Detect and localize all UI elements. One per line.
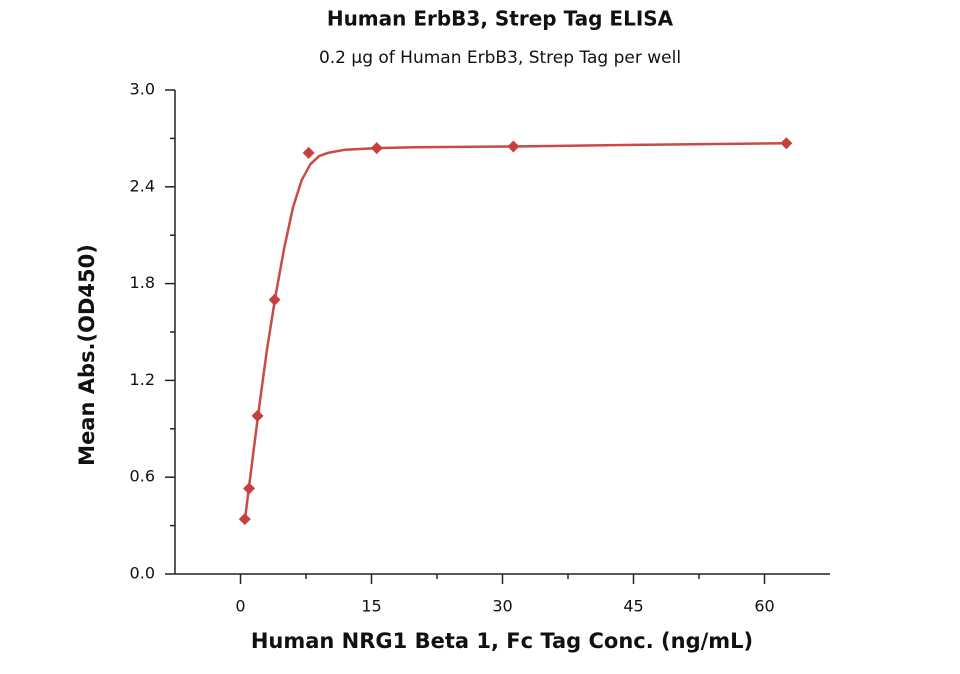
x-tick-label: 0	[235, 597, 245, 616]
x-tick-label: 45	[623, 597, 643, 616]
chart-title: Human ErbB3, Strep Tag ELISA	[327, 7, 674, 31]
x-tick-label: 60	[754, 597, 774, 616]
data-point	[251, 409, 264, 422]
y-tick-label: 1.2	[130, 370, 155, 389]
data-point	[268, 293, 281, 306]
data-point	[302, 146, 315, 159]
y-tick-label: 2.4	[130, 176, 155, 195]
y-tick-label: 0.6	[130, 467, 155, 486]
data-point	[238, 513, 251, 526]
y-tick-label: 1.8	[130, 273, 155, 292]
y-tick-label: 3.0	[130, 80, 155, 99]
x-tick-label: 30	[492, 597, 512, 616]
y-axis-label: Mean Abs.(OD450)	[75, 244, 99, 466]
fit-curve	[243, 141, 787, 521]
y-tick-label: 0.0	[130, 564, 155, 583]
x-tick-label: 15	[361, 597, 381, 616]
data-point	[507, 140, 520, 153]
x-axis-label: Human NRG1 Beta 1, Fc Tag Conc. (ng/mL)	[251, 629, 753, 653]
data-point	[243, 482, 256, 495]
chart-subtitle: 0.2 µg of Human ErbB3, Strep Tag per wel…	[319, 48, 681, 68]
data-point	[780, 137, 793, 150]
data-point	[370, 142, 383, 155]
